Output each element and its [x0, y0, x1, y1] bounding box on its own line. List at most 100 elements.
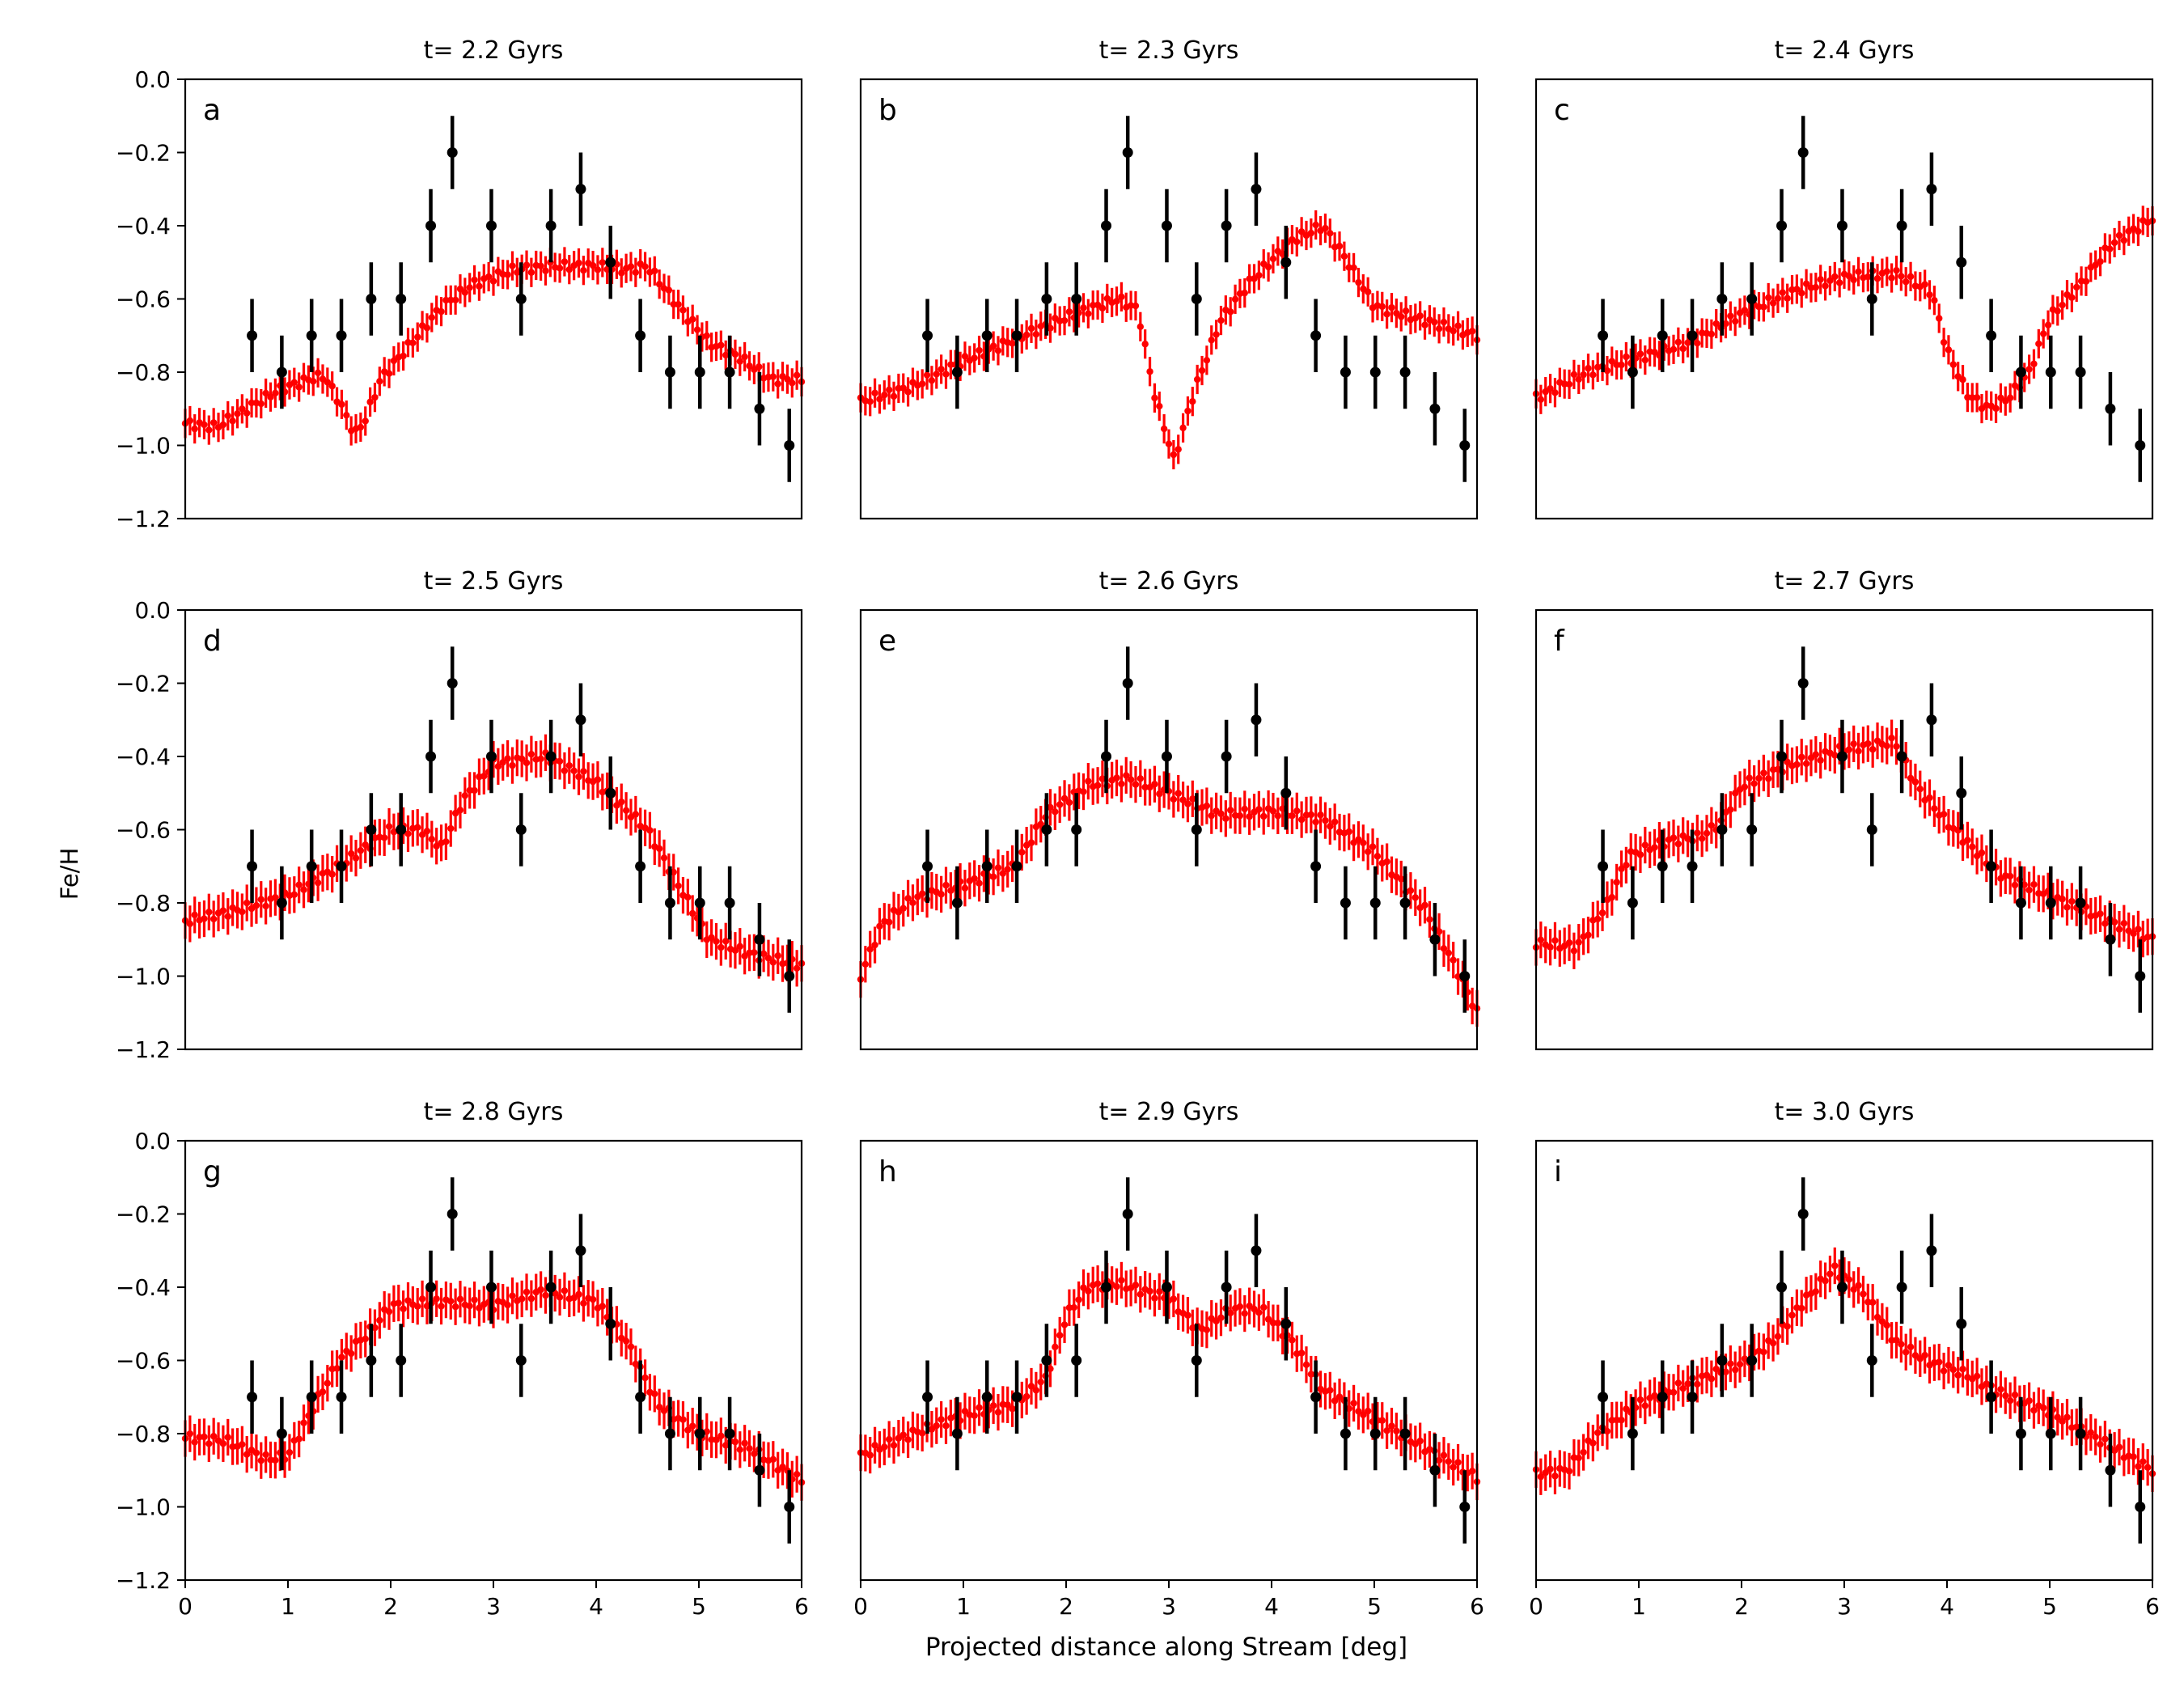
- model-point: [655, 281, 663, 288]
- model-point: [1393, 1427, 1400, 1434]
- model-point: [1608, 893, 1615, 901]
- model-point: [1694, 829, 1701, 837]
- model-point: [1378, 303, 1386, 311]
- observed-point: [1280, 787, 1292, 799]
- model-point: [1440, 1451, 1448, 1459]
- model-point: [1812, 1288, 1820, 1295]
- observed-point: [2135, 440, 2146, 451]
- model-point: [485, 273, 493, 281]
- model-point: [537, 262, 544, 270]
- model-point: [1674, 338, 1682, 346]
- observed-point: [1191, 1355, 1202, 1366]
- panel-title: t= 2.6 Gyrs: [1099, 567, 1239, 595]
- model-point: [1412, 894, 1420, 901]
- model-point: [1551, 389, 1559, 396]
- model-point: [1056, 1332, 1064, 1339]
- y-tick-label: −0.8: [116, 1421, 171, 1447]
- model-point: [343, 411, 350, 419]
- model-point: [1613, 1416, 1620, 1424]
- model-point: [1651, 1392, 1658, 1400]
- model-series: [857, 756, 1481, 1027]
- model-point: [1641, 841, 1649, 849]
- model-point: [1765, 294, 1772, 302]
- model-point: [1969, 394, 1976, 401]
- model-point: [556, 265, 564, 272]
- observed-point: [1310, 861, 1322, 872]
- model-point: [2011, 1391, 2019, 1399]
- model-point: [527, 751, 535, 758]
- y-tick-label: −1.0: [116, 964, 171, 990]
- model-point: [1208, 337, 1215, 344]
- model-point: [1080, 788, 1087, 795]
- model-point: [1565, 939, 1573, 947]
- model-point: [1297, 1349, 1306, 1357]
- model-point: [774, 1467, 781, 1474]
- model-point: [1146, 1287, 1153, 1295]
- y-tick-label: −0.4: [116, 744, 171, 770]
- model-point: [769, 959, 777, 966]
- model-point: [480, 773, 488, 780]
- model-point: [239, 1441, 246, 1448]
- model-point: [2039, 1404, 2047, 1412]
- observed-point: [396, 824, 407, 835]
- model-point: [1964, 837, 1971, 844]
- panel-title: t= 3.0 Gyrs: [1775, 1098, 1915, 1126]
- model-point: [556, 757, 564, 765]
- model-point: [1398, 313, 1405, 320]
- observed-point: [1926, 184, 1937, 195]
- model-point: [191, 425, 198, 433]
- model-point: [1793, 761, 1801, 769]
- model-point: [871, 1442, 878, 1449]
- model-point: [1784, 758, 1791, 766]
- model-point: [1151, 781, 1158, 788]
- model-point: [1364, 1407, 1372, 1415]
- model-point: [205, 1440, 213, 1447]
- panel-letter: b: [878, 94, 897, 127]
- model-point: [418, 1295, 426, 1303]
- model-point: [1931, 805, 1938, 812]
- observed-point: [2015, 1428, 2026, 1439]
- model-point: [1845, 1276, 1853, 1283]
- model-point: [471, 786, 478, 794]
- model-point: [456, 807, 464, 814]
- model-point: [1845, 746, 1853, 753]
- model-point: [1435, 928, 1443, 935]
- model-point: [1369, 843, 1377, 850]
- model-point: [2140, 1458, 2147, 1465]
- model-point: [1203, 1326, 1211, 1333]
- model-point: [2068, 294, 2076, 302]
- observed-point: [754, 1464, 765, 1476]
- model-point: [433, 1295, 440, 1303]
- model-point: [362, 841, 369, 849]
- model-point: [1450, 956, 1457, 964]
- model-point: [210, 419, 218, 426]
- model-point: [1070, 1303, 1077, 1311]
- observed-point: [515, 824, 527, 835]
- observed-point: [366, 1355, 377, 1366]
- model-point: [1383, 311, 1390, 318]
- model-point: [267, 393, 274, 400]
- model-point: [1141, 783, 1149, 791]
- model-point: [400, 352, 407, 360]
- panel-title: t= 2.2 Gyrs: [424, 36, 564, 65]
- model-point: [746, 1445, 753, 1452]
- model-point: [1435, 1456, 1443, 1464]
- observed-point: [1746, 1355, 1758, 1366]
- model-point: [357, 847, 365, 854]
- model-point: [1760, 1348, 1767, 1356]
- model-point: [933, 371, 940, 378]
- model-point: [300, 886, 307, 893]
- model-point: [1784, 294, 1791, 302]
- model-point: [2115, 926, 2123, 933]
- model-point: [866, 1451, 874, 1459]
- model-point: [219, 421, 227, 429]
- model-point: [1679, 1384, 1687, 1392]
- model-point: [1873, 737, 1881, 744]
- x-tick-label: 5: [1367, 1593, 1382, 1620]
- model-point: [622, 1337, 630, 1345]
- model-point: [1798, 1304, 1805, 1312]
- model-point: [618, 798, 625, 806]
- model-point: [1241, 805, 1248, 813]
- model-point: [1251, 275, 1258, 282]
- model-point: [1727, 806, 1734, 813]
